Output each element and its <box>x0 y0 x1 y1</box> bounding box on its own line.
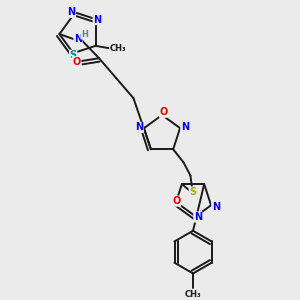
Text: CH₃: CH₃ <box>110 44 126 53</box>
Text: CH₃: CH₃ <box>185 290 201 298</box>
Text: S: S <box>189 187 197 197</box>
Text: O: O <box>172 196 181 206</box>
Text: N: N <box>74 34 82 44</box>
Text: N: N <box>194 212 202 222</box>
Text: O: O <box>160 107 168 117</box>
Text: S: S <box>70 50 77 60</box>
Text: N: N <box>68 8 76 17</box>
Text: O: O <box>73 57 81 67</box>
Text: N: N <box>181 122 189 132</box>
Text: N: N <box>212 202 220 212</box>
Text: H: H <box>81 30 88 39</box>
Text: N: N <box>135 122 143 132</box>
Text: N: N <box>93 15 101 25</box>
